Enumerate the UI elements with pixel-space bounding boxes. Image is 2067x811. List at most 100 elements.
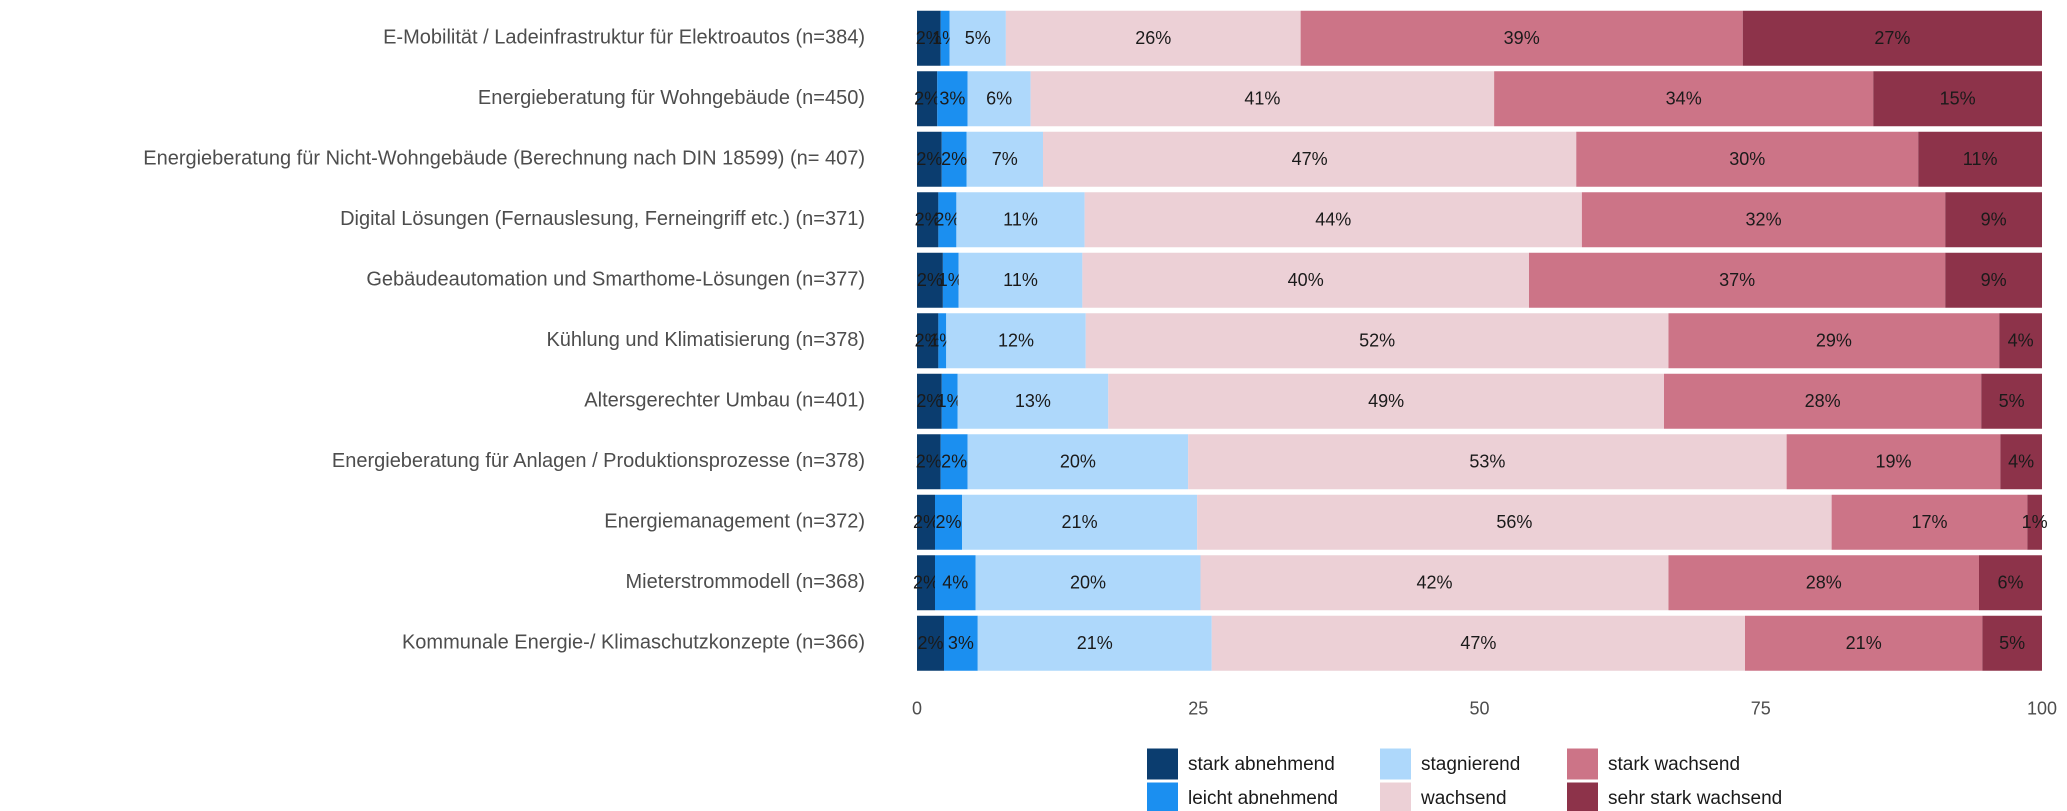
value-label: 5%	[965, 28, 991, 48]
value-label: 49%	[1368, 391, 1404, 411]
bar-segment	[942, 252, 959, 308]
bar-segment	[1494, 71, 1874, 127]
bar-segment	[1668, 555, 1979, 611]
value-label: 53%	[1469, 452, 1505, 472]
bar-segment	[938, 313, 947, 369]
value-label: 2%	[935, 512, 961, 532]
value-label: 32%	[1746, 210, 1782, 230]
bar-segment	[956, 192, 1085, 248]
bar-segment	[1085, 313, 1669, 369]
bar-segment	[1197, 494, 1832, 550]
value-label: 12%	[998, 331, 1034, 351]
bar-segment	[944, 615, 978, 671]
bar-segment	[1043, 131, 1577, 187]
bar-segment	[1084, 192, 1582, 248]
value-label: 2%	[914, 89, 940, 109]
category-label: Energieberatung für Wohngebäude (n=450)	[478, 87, 865, 109]
value-label: 37%	[1719, 270, 1755, 290]
value-label: 6%	[1997, 573, 2023, 593]
bar-segment	[1211, 615, 1745, 671]
value-label: 28%	[1806, 573, 1842, 593]
bar-segment	[1300, 10, 1743, 66]
value-label: 2%	[941, 149, 967, 169]
value-label: 4%	[2008, 331, 2034, 351]
legend-label: sehr stark wachsend	[1608, 788, 1782, 809]
bar-segment	[1200, 555, 1669, 611]
bar-segment	[917, 494, 935, 550]
value-label: 2%	[913, 512, 939, 532]
value-label: 19%	[1875, 452, 1911, 472]
value-label: 29%	[1816, 331, 1852, 351]
value-label: 27%	[1874, 28, 1910, 48]
x-tick-label: 50	[1469, 698, 1489, 718]
bar-segment	[977, 615, 1212, 671]
legend-label: stark abnehmend	[1188, 754, 1335, 775]
value-label: 30%	[1729, 149, 1765, 169]
bar-segment	[1030, 71, 1495, 127]
bar-segment	[917, 313, 939, 369]
bar-segment	[941, 131, 967, 187]
bar-segment	[946, 313, 1086, 369]
value-label: 34%	[1666, 89, 1702, 109]
bar-segment	[940, 434, 968, 490]
value-label: 5%	[1999, 391, 2025, 411]
category-label: Mieterstrommodell (n=368)	[625, 571, 865, 593]
bar-segment	[1982, 615, 2042, 671]
bar-segment	[975, 555, 1201, 611]
value-label: 20%	[1060, 452, 1096, 472]
bar-segment	[1668, 313, 2000, 369]
bar-segment	[935, 494, 962, 550]
bar-segment	[917, 252, 943, 308]
value-label: 2%	[916, 391, 942, 411]
bar-segment	[967, 434, 1189, 490]
legend-label: stark wachsend	[1608, 754, 1740, 775]
value-label: 2%	[916, 149, 942, 169]
value-label: 41%	[1244, 89, 1280, 109]
bar-segment	[1082, 252, 1529, 308]
category-label: E-Mobilität / Ladeinfrastruktur für Elek…	[383, 27, 865, 49]
value-label: 3%	[939, 89, 965, 109]
bar-segment	[966, 131, 1043, 187]
bar-segment	[1945, 252, 2042, 308]
x-tick-label: 0	[912, 698, 922, 718]
bar-segment	[917, 10, 941, 66]
value-label: 15%	[1940, 89, 1976, 109]
value-label: 56%	[1496, 512, 1532, 532]
bar-segment	[917, 434, 941, 490]
value-label: 2%	[915, 331, 941, 351]
bar-segment	[1576, 131, 1919, 187]
bar-segment	[2000, 434, 2042, 490]
value-label: 5%	[1999, 633, 2025, 653]
value-label: 42%	[1416, 573, 1452, 593]
bar-segment	[1581, 192, 1946, 248]
bar-segment	[1945, 192, 2042, 248]
category-label: Energieberatung für Anlagen / Produktion…	[332, 450, 865, 472]
bar-segment	[957, 373, 1109, 429]
bar-segment	[917, 373, 942, 429]
value-label: 1%	[2022, 512, 2048, 532]
category-label: Kühlung und Klimatisierung (n=378)	[546, 329, 865, 351]
bar-segment	[2027, 494, 2042, 550]
value-label: 11%	[1963, 149, 1998, 169]
bar-segment	[1979, 555, 2042, 611]
bar-segment	[1981, 373, 2042, 429]
bar-segment	[1745, 615, 1983, 671]
legend-swatch	[1380, 748, 1411, 780]
bar-segment	[1999, 313, 2042, 369]
category-label: Altersgerechter Umbau (n=401)	[584, 390, 865, 412]
value-label: 28%	[1805, 391, 1841, 411]
legend-swatch	[1567, 782, 1598, 811]
value-label: 2%	[916, 452, 942, 472]
bar-segment	[1664, 373, 1982, 429]
bar-segment	[935, 555, 976, 611]
category-label: Energieberatung für Nicht-Wohngebäude (B…	[143, 148, 865, 170]
category-label: Energiemanagement (n=372)	[604, 511, 865, 533]
value-label: 20%	[1070, 573, 1106, 593]
legend-swatch	[1567, 748, 1598, 780]
legend-label: stagnierend	[1421, 754, 1520, 775]
value-label: 2%	[913, 573, 939, 593]
category-label: Kommunale Energie-/ Klimaschutzkonzepte …	[402, 632, 865, 654]
bar-segment	[1005, 10, 1301, 66]
value-label: 21%	[1846, 633, 1882, 653]
